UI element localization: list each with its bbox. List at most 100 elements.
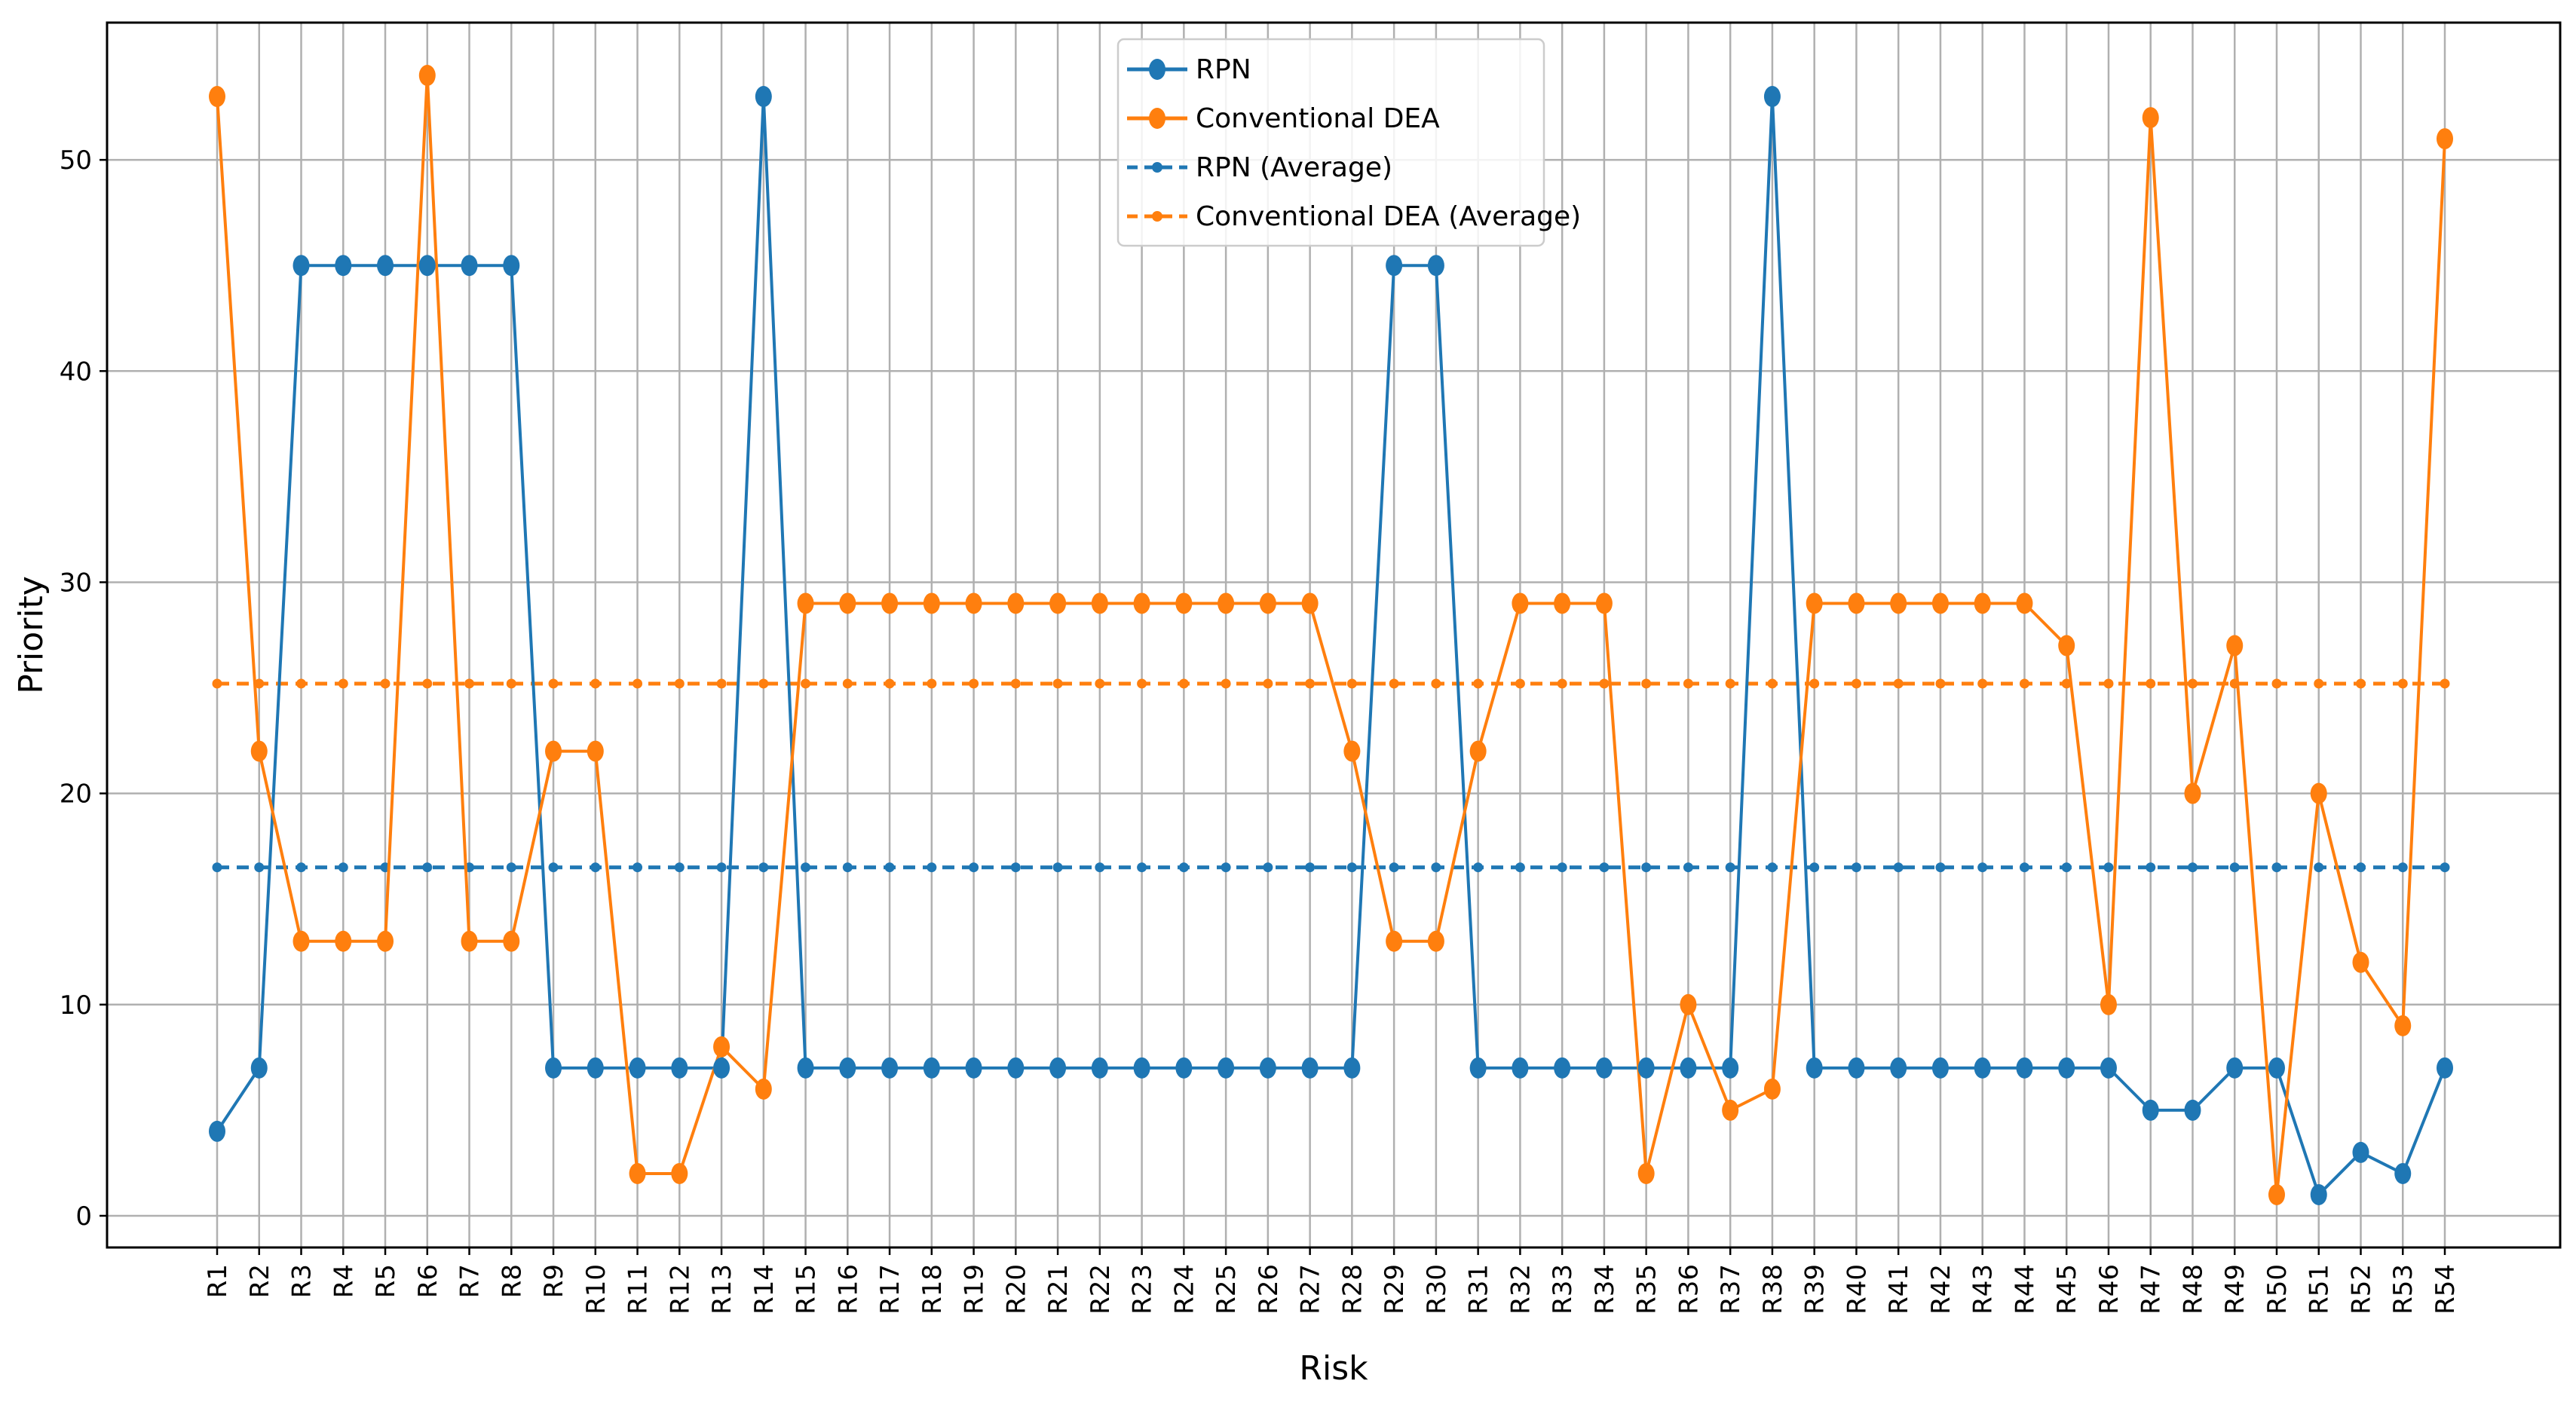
x-tick-label: R28	[1337, 1264, 1368, 1315]
conventional-dea-point	[2394, 1015, 2412, 1036]
x-tick-label: R22	[1086, 1264, 1116, 1315]
rpn-point	[2394, 1162, 2412, 1184]
rpn-average-point	[1221, 862, 1231, 873]
conventional-dea-average-point	[1095, 678, 1105, 689]
conventional-dea-point	[629, 1162, 646, 1184]
conventional-dea-average-point	[1851, 678, 1861, 689]
conventional-dea-point	[2268, 1183, 2285, 1205]
y-tick-label: 20	[60, 779, 92, 810]
conventional-dea-average-point	[1683, 678, 1693, 689]
conventional-dea-average-point	[2103, 678, 2114, 689]
conventional-dea-point	[2226, 635, 2244, 657]
rpn-point	[1722, 1057, 1739, 1079]
x-tick-label: R8	[497, 1264, 527, 1298]
conventional-dea-point	[1007, 592, 1025, 614]
conventional-dea-average-point	[2187, 678, 2198, 689]
conventional-dea-average-point	[2355, 678, 2366, 689]
x-tick-label: R14	[749, 1264, 780, 1315]
rpn-average-point	[1851, 862, 1861, 873]
rpn-average-point	[1557, 862, 1567, 873]
conventional-dea-average-point	[1473, 678, 1484, 689]
x-axis-ticks: R1 R2 R3 R4 R5 R6 R7 R8 R9 R10 R11 R12 R13 R14 R15 R16 R…	[203, 1247, 2461, 1315]
rpn-average-point	[1431, 862, 1441, 873]
x-tick-label: R12	[665, 1264, 695, 1315]
rpn-average-point	[1010, 862, 1021, 873]
conventional-dea-point	[418, 65, 436, 87]
x-tick-label: R54	[2431, 1264, 2461, 1315]
conventional-dea-average-point	[2440, 678, 2450, 689]
rpn-average-point	[2146, 862, 2156, 873]
x-tick-label: R39	[1800, 1264, 1830, 1315]
conventional-dea-average-point	[1346, 678, 1357, 689]
conventional-dea-point	[2310, 782, 2327, 804]
conventional-dea-point	[1595, 592, 1613, 614]
rpn-average-point	[2229, 862, 2240, 873]
conventional-dea-point	[250, 740, 268, 762]
conventional-dea-average-point	[1431, 678, 1441, 689]
legend-marker-rpn	[1149, 59, 1165, 80]
rpn-point	[2352, 1141, 2369, 1163]
rpn-average-point	[1893, 862, 1904, 873]
y-tick-label: 10	[60, 990, 92, 1021]
conventional-dea-point	[377, 930, 394, 952]
rpn-average-point	[884, 862, 895, 873]
rpn-point	[545, 1057, 562, 1079]
conventional-dea-average-point	[422, 678, 433, 689]
conventional-dea-average-point	[1641, 678, 1652, 689]
conventional-dea-point	[209, 86, 225, 108]
rpn-point	[1091, 1057, 1108, 1079]
x-tick-label: R33	[1548, 1264, 1578, 1315]
x-tick-label: R19	[960, 1264, 990, 1315]
rpn-point	[1386, 255, 1403, 277]
rpn-average-point	[1809, 862, 1820, 873]
rpn-average-point	[338, 862, 348, 873]
conventional-dea-point	[1049, 592, 1067, 614]
x-tick-label: R1	[203, 1264, 233, 1298]
conventional-dea-average-point	[464, 678, 475, 689]
rpn-average-point	[2019, 862, 2029, 873]
x-tick-label: R2	[245, 1264, 275, 1298]
plot-frame	[106, 21, 2562, 1249]
conventional-dea-average-point	[2019, 678, 2029, 689]
rpn-average-point	[2187, 862, 2198, 873]
rpn-average-point	[254, 862, 265, 873]
rpn-average-point	[1178, 862, 1189, 873]
x-tick-label: R31	[1464, 1264, 1494, 1315]
x-tick-label: R40	[1842, 1264, 1872, 1315]
rpn-point	[1343, 1057, 1361, 1079]
rpn-point	[2268, 1057, 2285, 1079]
x-tick-label: R48	[2178, 1264, 2208, 1315]
conventional-dea-point	[1637, 1162, 1655, 1184]
rpn-average-point	[548, 862, 559, 873]
rpn-point	[1133, 1057, 1150, 1079]
x-tick-label: R25	[1211, 1264, 1242, 1315]
rpn-average-point	[1052, 862, 1063, 873]
rpn-point	[839, 1057, 856, 1079]
legend-box	[1116, 38, 1545, 247]
x-tick-label: R32	[1505, 1264, 1536, 1315]
legend-marker-conventional-dea-average	[1152, 211, 1162, 222]
rpn-point	[965, 1057, 982, 1079]
x-tick-label: R35	[1632, 1264, 1662, 1315]
conventional-dea-point	[1680, 993, 1697, 1015]
rpn-average-point	[674, 862, 685, 873]
rpn-average-point	[1346, 862, 1357, 873]
conventional-dea-point	[461, 930, 478, 952]
rpn-point	[713, 1057, 731, 1079]
conventional-dea-point	[2352, 951, 2369, 973]
rpn-point	[293, 255, 310, 277]
rpn-average-point	[1683, 862, 1693, 873]
rpn-point	[1931, 1057, 1949, 1079]
average-lines	[212, 678, 2450, 873]
x-tick-label: R5	[371, 1264, 401, 1298]
rpn-average-point	[1095, 862, 1105, 873]
conventional-dea-point	[1806, 592, 1823, 614]
x-tick-label: R11	[623, 1264, 654, 1315]
conventional-dea-average-point	[296, 678, 307, 689]
x-tick-label: R38	[1758, 1264, 1788, 1315]
conventional-dea-point	[2100, 993, 2117, 1015]
legend-label: RPN (Average)	[1196, 152, 1392, 183]
conventional-dea-point	[1512, 592, 1529, 614]
conventional-dea-point	[545, 740, 562, 762]
conventional-dea-point	[839, 592, 856, 614]
